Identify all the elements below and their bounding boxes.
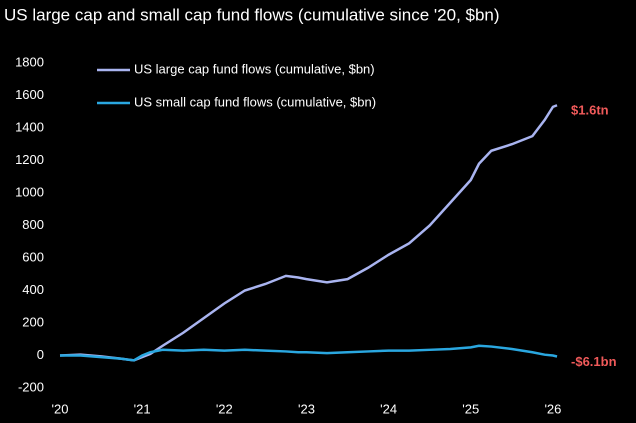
x-tick-label: '24 [380, 401, 397, 416]
x-tick-label: '20 [52, 401, 69, 416]
annotation: -$6.1bn [571, 354, 617, 369]
x-tick-label: '25 [462, 401, 479, 416]
y-tick-label: 1400 [15, 119, 44, 134]
x-tick-label: '26 [544, 401, 561, 416]
y-tick-label: 0 [37, 347, 44, 362]
y-tick-label: 200 [22, 314, 44, 329]
y-tick-label: 1200 [15, 152, 44, 167]
y-tick-label: 800 [22, 217, 44, 232]
x-tick-label: '23 [298, 401, 315, 416]
y-tick-label: 400 [22, 282, 44, 297]
y-tick-label: 1800 [15, 54, 44, 69]
y-tick-label: -200 [18, 379, 44, 394]
series-line [60, 344, 558, 362]
legend-label: US large cap fund flows (cumulative, $bn… [134, 61, 375, 76]
x-tick-label: '22 [216, 401, 233, 416]
y-tick-label: 1600 [15, 87, 44, 102]
y-tick-label: 600 [22, 249, 44, 264]
legend-label: US small cap fund flows (cumulative, $bn… [134, 94, 376, 109]
series-line [59, 104, 558, 362]
x-tick-label: '21 [134, 401, 151, 416]
y-tick-label: 1000 [15, 184, 44, 199]
chart-title: US large cap and small cap fund flows (c… [4, 5, 500, 24]
annotation: $1.6tn [571, 103, 609, 118]
